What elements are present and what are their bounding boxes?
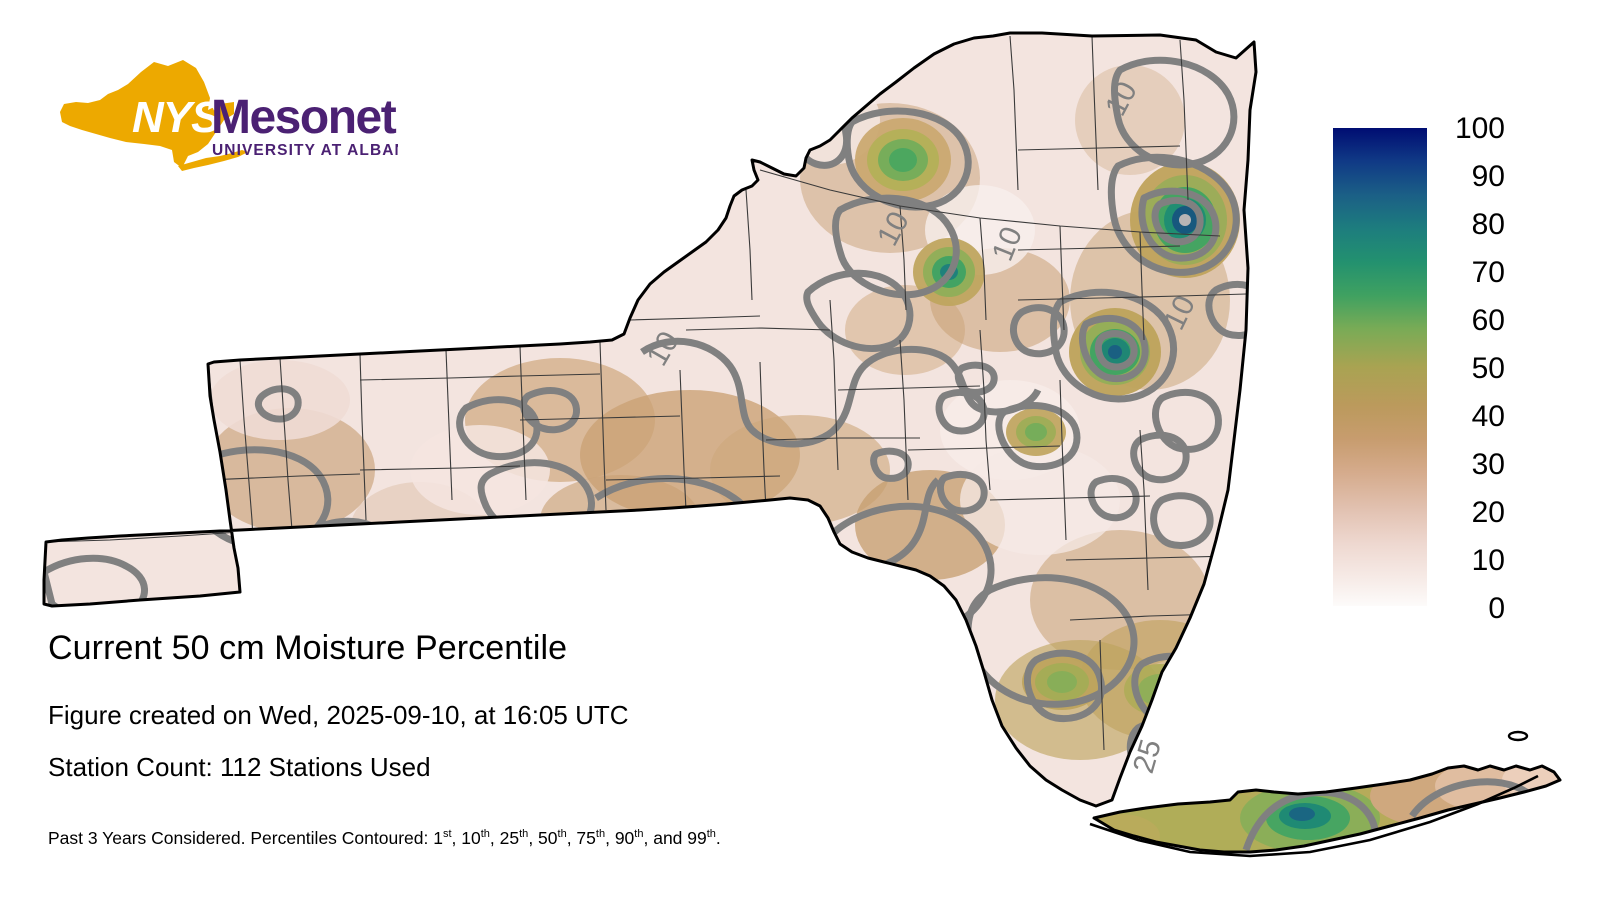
long-island-fill: [1094, 766, 1560, 852]
long-island-map: [1089, 730, 1562, 858]
page-title: Current 50 cm Moisture Percentile: [48, 629, 568, 667]
logo-text-mesonet: Mesonet: [211, 91, 397, 144]
colorbar-tick-90: 90: [1471, 160, 1505, 193]
long-island-silhouette-icon: [178, 150, 248, 171]
ny-state-outline: [42, 31, 1258, 808]
colorbar-tick-20: 20: [1471, 496, 1505, 529]
colorbar: 100 90 80 70 60 50 40 30 20 10 0: [1333, 114, 1505, 624]
percentile-footnote: Past 3 Years Considered. Percentiles Con…: [48, 828, 721, 848]
colorbar-tick-60: 60: [1471, 304, 1505, 337]
logo-text-tagline: UNIVERSITY AT ALBANY: [212, 142, 398, 159]
colorbar-gradient: [1333, 128, 1427, 606]
long-island-sound-shore: [1089, 774, 1539, 858]
logo-artwork: NYS Mesonet UNIVERSITY AT ALBANY: [60, 60, 398, 171]
colorbar-tick-70: 70: [1471, 256, 1505, 289]
figure-created-text: Figure created on Wed, 2025-09-10, at 16…: [48, 700, 629, 730]
ny-state-silhouette-icon: [60, 60, 234, 168]
block-island-icon: [1507, 730, 1529, 742]
colorbar-tick-100: 100: [1454, 112, 1505, 145]
colorbar-tick-80: 80: [1471, 208, 1505, 241]
colorbar-tick-10: 10: [1471, 544, 1505, 577]
station-count-text: Station Count: 112 Stations Used: [48, 752, 431, 782]
map-svg: 10 10 10 10 10 25: [42, 31, 1258, 808]
colorbar-tick-50: 50: [1471, 352, 1505, 385]
colorbar-tick-40: 40: [1471, 400, 1505, 433]
nys-mesonet-logo: NYS Mesonet UNIVERSITY AT ALBANY: [48, 58, 398, 178]
logo-text-nys: NYS: [132, 93, 220, 142]
moisture-percentile-map: 10 10 10 10 10 25: [42, 31, 1258, 808]
colorbar-tick-0: 0: [1488, 592, 1505, 625]
colorbar-tick-30: 30: [1471, 448, 1505, 481]
long-island-outline: [1092, 764, 1562, 854]
